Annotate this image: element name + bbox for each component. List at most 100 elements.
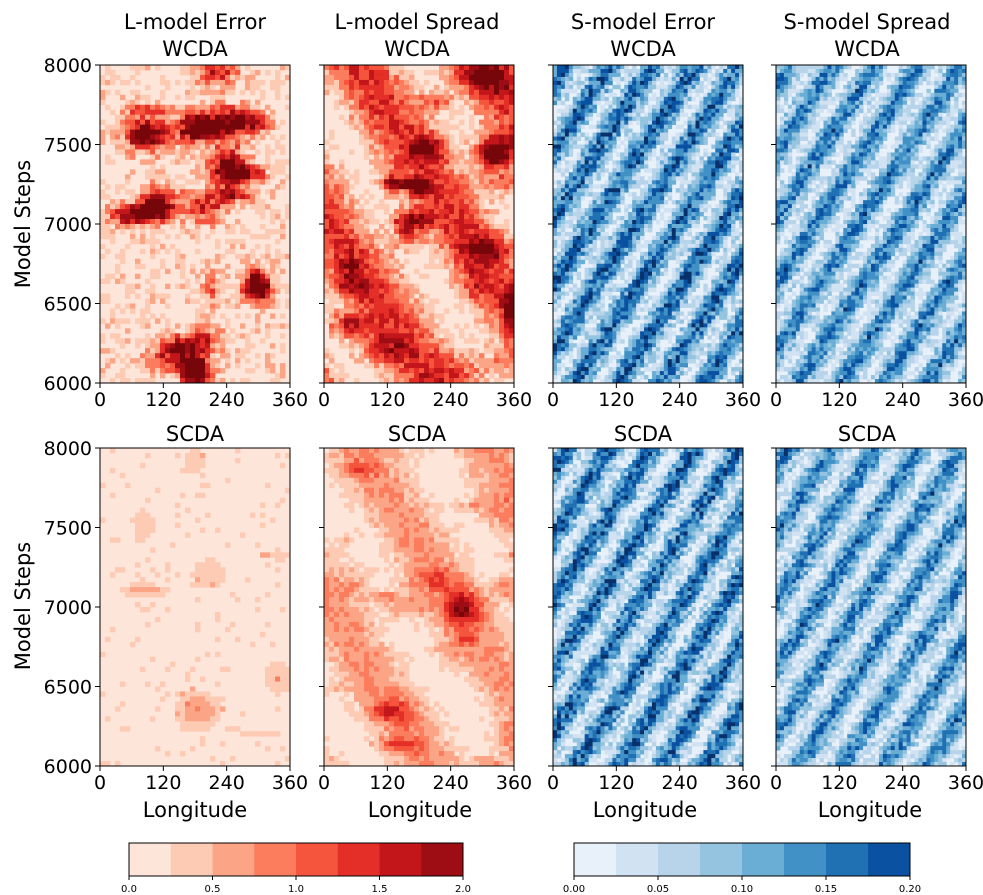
heatmap-cell	[409, 109, 415, 116]
heatmap-cell	[469, 154, 475, 160]
heatmap-cell	[404, 348, 410, 354]
heatmap-cell	[699, 128, 704, 133]
heatmap-cell	[624, 176, 629, 181]
heatmap-cell	[509, 65, 514, 71]
heatmap-cell	[632, 200, 637, 205]
heatmap-cell	[655, 124, 661, 130]
heatmap-cell	[499, 353, 505, 359]
heatmap-cell	[564, 200, 570, 205]
heatmap-cell	[389, 134, 395, 140]
heatmap-cell	[195, 134, 201, 140]
heatmap-cell	[240, 119, 246, 126]
heatmap-cell	[474, 293, 480, 299]
heatmap-cell	[659, 116, 665, 122]
heatmap-cell	[624, 160, 629, 165]
heatmap-cell	[556, 72, 562, 78]
heatmap-cell	[369, 343, 375, 349]
heatmap-cell	[354, 298, 360, 304]
heatmap-cell	[414, 169, 420, 175]
heatmap-cell	[344, 258, 350, 265]
heatmap-cell	[663, 124, 669, 130]
heatmap-cell	[155, 124, 161, 130]
heatmap-cell	[414, 154, 420, 160]
heatmap-cell	[344, 74, 350, 81]
heatmap-cell	[414, 119, 420, 126]
heatmap-cell	[374, 129, 380, 135]
heatmap-cell	[588, 180, 593, 185]
heatmap-cell	[155, 184, 161, 190]
heatmap-cell	[399, 298, 405, 304]
heatmap-cell	[225, 199, 231, 205]
heatmap-cell	[711, 65, 716, 70]
heatmap-cell	[250, 268, 256, 275]
heatmap-cell	[640, 104, 645, 110]
heatmap-cell	[115, 184, 121, 190]
heatmap-cell	[150, 144, 156, 150]
heatmap-cell	[384, 124, 390, 130]
heatmap-cell	[334, 199, 340, 205]
heatmap-cell	[135, 263, 141, 270]
heatmap-cell	[235, 124, 241, 130]
heatmap-cell	[120, 224, 126, 230]
heatmap-cell	[474, 194, 480, 200]
heatmap-cell	[651, 76, 657, 82]
heatmap-cell	[384, 273, 390, 280]
heatmap-cell	[504, 248, 510, 255]
heatmap-cell	[160, 119, 166, 126]
heatmap-cell	[655, 104, 661, 110]
heatmap-cell	[414, 174, 420, 180]
heatmap-cell	[195, 119, 201, 126]
heatmap-cell	[354, 268, 360, 275]
heatmap-cell	[384, 308, 390, 314]
heatmap-cell	[459, 194, 465, 200]
heatmap-cell	[369, 328, 375, 334]
heatmap-cell	[414, 328, 420, 334]
heatmap-cell	[655, 172, 661, 177]
heatmap-cell	[434, 124, 440, 130]
heatmap-cell	[215, 114, 221, 121]
heatmap-cell	[115, 333, 121, 339]
heatmap-cell	[250, 179, 256, 185]
heatmap-cell	[359, 209, 365, 215]
heatmap-cell	[584, 188, 590, 193]
heatmap-cell	[459, 368, 465, 374]
heatmap-cell	[474, 228, 480, 235]
heatmap-cell	[572, 68, 578, 74]
heatmap-cell	[215, 358, 221, 364]
heatmap-cell	[644, 80, 649, 86]
heatmap-cell	[731, 148, 736, 153]
heatmap-cell	[504, 243, 510, 250]
heatmap-cell	[334, 194, 340, 200]
heatmap-cell	[329, 308, 335, 314]
heatmap-cell	[489, 79, 495, 86]
heatmap-cell	[394, 134, 400, 140]
heatmap-cell	[175, 353, 181, 359]
heatmap-cell	[230, 134, 236, 140]
heatmap-cell	[695, 136, 700, 141]
heatmap-cell	[434, 139, 440, 145]
heatmap-cell	[245, 154, 251, 160]
heatmap-cell	[369, 194, 375, 200]
heatmap-cell	[624, 180, 629, 185]
heatmap-cell	[374, 139, 380, 145]
heatmap-cell	[384, 368, 390, 374]
heatmap-cell	[556, 96, 562, 102]
heatmap-cell	[444, 149, 450, 155]
heatmap-cell	[130, 238, 136, 245]
heatmap-cell	[628, 72, 633, 78]
heatmap-cell	[245, 159, 251, 165]
heatmap-cell	[165, 233, 171, 240]
heatmap-cell	[628, 156, 633, 161]
heatmap-cell	[170, 214, 176, 220]
heatmap-cell	[459, 104, 465, 111]
heatmap-cell	[612, 140, 617, 145]
heatmap-cell	[210, 129, 216, 135]
heatmap-cell	[560, 112, 566, 118]
heatmap-cell	[636, 84, 641, 90]
heatmap-cell	[679, 68, 685, 74]
heatmap-cell	[275, 169, 281, 175]
heatmap-cell	[280, 228, 286, 235]
heatmap-cell	[494, 104, 500, 111]
heatmap-cell	[404, 363, 410, 369]
heatmap-cell	[409, 79, 415, 86]
